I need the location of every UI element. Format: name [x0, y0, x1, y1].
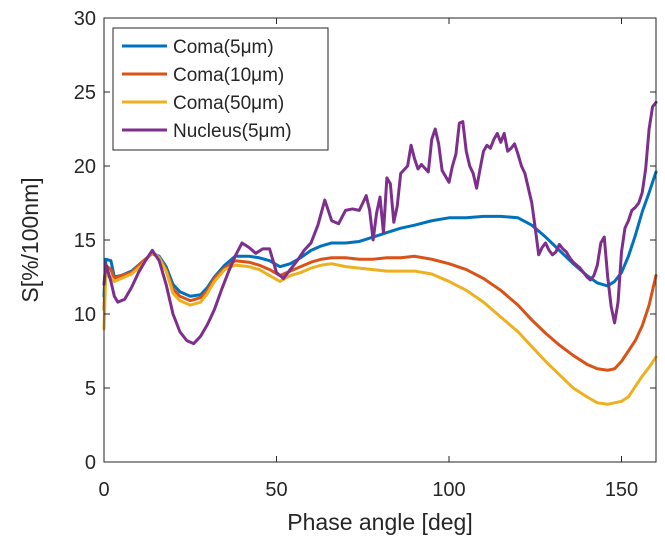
x-tick-label: 50 [265, 479, 287, 501]
x-tick-label: 150 [605, 479, 638, 501]
series-line-nucleus-5-m [102, 100, 658, 346]
y-tick-label: 30 [74, 8, 96, 30]
legend-label: Nucleus(5μm) [173, 121, 292, 142]
y-tick-label: 5 [85, 378, 96, 400]
x-tick-label: 0 [98, 479, 109, 501]
y-tick-label: 25 [74, 82, 96, 104]
series-lines [102, 100, 658, 406]
y-tick-label: 20 [74, 156, 96, 178]
x-axis-label: Phase angle [deg] [287, 509, 472, 535]
x-tick-label: 100 [432, 479, 465, 501]
y-tick-label: 0 [85, 452, 96, 474]
y-tick-label: 15 [74, 230, 96, 252]
y-axis-label: S[%/100nm] [17, 177, 43, 302]
legend-label: Coma(10μm) [173, 65, 284, 86]
legend-label: Coma(50μm) [173, 93, 284, 114]
x-axis-ticks: 0 50 100 150 [98, 18, 638, 501]
y-tick-label: 10 [74, 304, 96, 326]
legend: Coma(5μm) Coma(10μm) Coma(50μm) Nucleus(5μm… [112, 27, 329, 151]
legend-label: Coma(5μm) [173, 37, 274, 58]
y-axis-ticks: 0 5 10 15 20 25 30 [74, 8, 656, 474]
series-line-coma-50-m [102, 250, 658, 406]
